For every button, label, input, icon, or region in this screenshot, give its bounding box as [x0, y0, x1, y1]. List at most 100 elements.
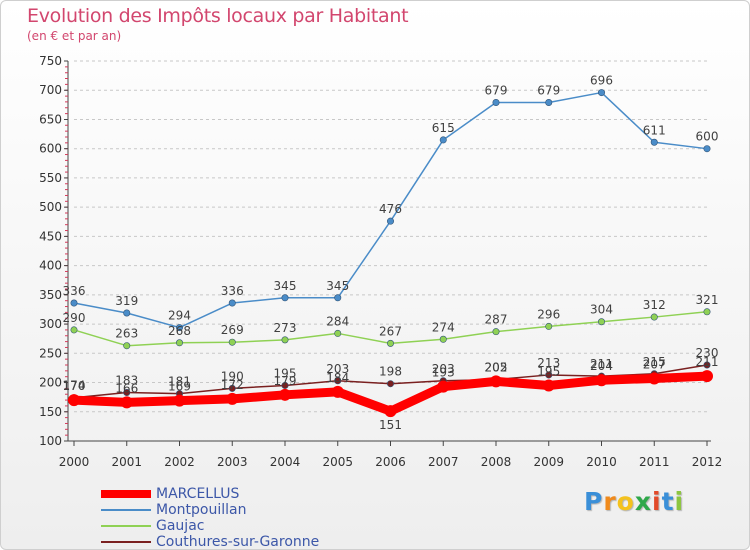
logo-letter: x [634, 487, 652, 516]
data-label-marcellus: 195 [537, 364, 560, 378]
data-label-gaujac: 287 [485, 313, 508, 327]
y-tick-label: 100 [39, 434, 62, 448]
x-tick-label: 2006 [375, 455, 406, 469]
data-point-montpouillan [123, 309, 131, 317]
data-point-couthures-sur-garonne [334, 377, 342, 385]
data-label-marcellus: 151 [379, 418, 402, 432]
data-label-gaujac: 274 [432, 320, 455, 334]
data-label-gaujac: 321 [696, 293, 719, 307]
legend-label-marcellus: MARCELLUS [156, 486, 240, 502]
data-point-couthures-sur-garonne [123, 388, 131, 396]
x-tick-label: 2011 [639, 455, 670, 469]
data-label-couthures-sur-garonne: 203 [432, 362, 455, 376]
data-label-montpouillan: 611 [643, 123, 666, 137]
data-point-marcellus [331, 385, 344, 398]
data-label-marcellus: 207 [643, 357, 666, 371]
data-point-montpouillan [650, 138, 658, 146]
data-label-marcellus: 211 [696, 355, 719, 369]
x-tick-label: 2012 [692, 455, 723, 469]
y-tick-label: 150 [39, 405, 62, 419]
data-point-montpouillan [439, 136, 447, 144]
data-label-couthures-sur-garonne: 174 [63, 379, 86, 393]
data-point-marcellus [384, 405, 397, 418]
legend-swatch-gaujac [101, 525, 151, 527]
data-label-gaujac: 290 [63, 311, 86, 325]
data-point-marcellus [173, 394, 186, 407]
y-tick-label: 200 [39, 376, 62, 390]
data-label-montpouillan: 476 [379, 202, 402, 216]
x-tick-label: 2007 [428, 455, 459, 469]
data-label-couthures-sur-garonne: 213 [537, 356, 560, 370]
data-label-couthures-sur-garonne: 211 [590, 357, 613, 371]
data-label-montpouillan: 600 [696, 130, 719, 144]
data-label-couthures-sur-garonne: 205 [485, 361, 508, 375]
data-point-gaujac [386, 339, 394, 347]
data-label-gaujac: 304 [590, 303, 613, 317]
data-label-couthures-sur-garonne: 230 [696, 346, 719, 360]
data-label-marcellus: 202 [485, 360, 508, 374]
x-tick-label: 2009 [533, 455, 564, 469]
data-label-marcellus: 184 [326, 371, 349, 385]
data-point-gaujac [123, 342, 131, 350]
y-tick-label: 400 [39, 259, 62, 273]
data-label-marcellus: 166 [115, 381, 138, 395]
data-label-montpouillan: 294 [168, 309, 191, 323]
data-point-marcellus [279, 388, 291, 401]
data-label-marcellus: 179 [274, 374, 297, 388]
data-label-couthures-sur-garonne: 190 [221, 369, 244, 383]
x-tick-label: 2002 [164, 455, 195, 469]
data-label-gaujac: 312 [643, 298, 666, 312]
x-tick-label: 2005 [322, 455, 353, 469]
data-point-marcellus [120, 396, 133, 409]
legend-swatch-marcellus [101, 490, 151, 498]
data-point-gaujac [176, 339, 184, 347]
data-label-gaujac: 268 [168, 324, 191, 338]
proxiti-logo: Proxiti [584, 487, 684, 516]
y-tick-label: 300 [39, 317, 62, 331]
data-label-couthures-sur-garonne: 198 [379, 365, 402, 379]
data-label-gaujac: 273 [274, 321, 297, 335]
data-point-marcellus [648, 372, 661, 385]
data-label-couthures-sur-garonne: 181 [168, 375, 191, 389]
y-tick-label: 500 [39, 200, 62, 214]
data-point-gaujac [334, 329, 342, 337]
data-point-marcellus [701, 370, 713, 383]
data-point-marcellus [437, 380, 450, 393]
data-point-montpouillan [597, 89, 605, 97]
x-tick-label: 2010 [586, 455, 617, 469]
data-label-gaujac: 269 [221, 323, 244, 337]
data-point-marcellus [68, 394, 80, 407]
y-tick-label: 650 [39, 112, 62, 126]
data-point-couthures-sur-garonne [281, 381, 289, 389]
data-point-gaujac [703, 308, 711, 316]
data-label-gaujac: 267 [379, 324, 402, 338]
data-label-couthures-sur-garonne: 195 [274, 366, 297, 380]
data-label-montpouillan: 679 [537, 84, 560, 98]
data-point-montpouillan [703, 145, 711, 153]
data-label-montpouillan: 679 [485, 84, 508, 98]
legend-label-gaujac: Gaujac [156, 518, 205, 534]
x-tick-label: 2008 [481, 455, 512, 469]
data-point-gaujac [228, 338, 236, 346]
data-point-couthures-sur-garonne [703, 361, 711, 369]
logo-letter: t [661, 487, 675, 516]
logo-letter: i [652, 487, 662, 516]
data-point-marcellus [542, 379, 555, 392]
data-point-montpouillan [281, 294, 289, 302]
data-point-montpouillan [70, 299, 78, 307]
data-label-couthures-sur-garonne: 215 [643, 355, 666, 369]
data-point-marcellus [595, 374, 608, 387]
data-label-montpouillan: 319 [115, 294, 138, 308]
data-point-gaujac [597, 318, 605, 326]
data-label-montpouillan: 696 [590, 74, 613, 88]
y-tick-label: 350 [39, 288, 62, 302]
data-label-montpouillan: 345 [326, 279, 349, 293]
x-tick-label: 2001 [111, 455, 142, 469]
data-point-couthures-sur-garonne [228, 384, 236, 392]
y-tick-label: 450 [39, 229, 62, 243]
y-tick-label: 750 [39, 54, 62, 68]
logo-letter: i [674, 487, 685, 516]
data-point-marcellus [490, 375, 502, 388]
legend-label-couthures: Couthures-sur-Garonne [156, 534, 320, 550]
